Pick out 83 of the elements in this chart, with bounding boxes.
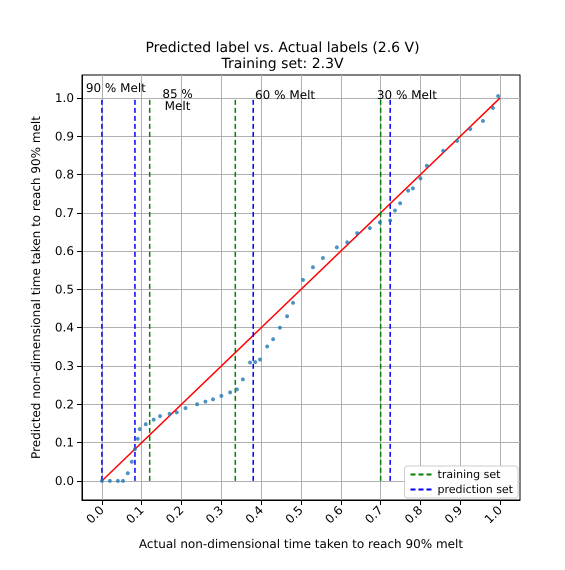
point: [265, 344, 270, 348]
point: [152, 418, 156, 422]
point: [248, 360, 252, 365]
x-tick-label: 0.7: [362, 503, 386, 526]
y-tick-label: 1.0: [54, 90, 74, 105]
point: [116, 478, 120, 483]
point: [158, 414, 162, 418]
point: [271, 337, 276, 342]
point: [388, 218, 392, 222]
point: [228, 390, 232, 394]
point: [108, 478, 112, 483]
point: [219, 394, 224, 398]
y-tick-label: 0.2: [54, 397, 74, 412]
point: [345, 240, 350, 244]
y-tick-label: 0.3: [54, 358, 74, 373]
chart-title: Predicted label vs. Actual labels (2.6 V): [145, 40, 420, 56]
point: [334, 245, 339, 250]
point: [392, 208, 397, 213]
point: [278, 326, 282, 330]
point: [320, 256, 325, 260]
point: [410, 186, 415, 190]
annotation: 30 % Melt: [376, 88, 438, 102]
point: [368, 226, 372, 230]
point: [480, 118, 485, 123]
point: [126, 471, 130, 476]
point: [310, 265, 315, 270]
x-tick-label: 0.9: [442, 503, 466, 526]
x-tick-label: 0.6: [322, 503, 346, 526]
legend-label: training set: [438, 468, 502, 481]
point: [253, 360, 258, 364]
point: [490, 106, 495, 110]
y-tick-label: 0.7: [54, 206, 74, 220]
point: [203, 400, 208, 404]
point: [300, 278, 305, 282]
x-tick-label: 0.5: [282, 503, 306, 526]
annotation: 60 % Melt: [255, 88, 316, 102]
point: [168, 412, 172, 416]
point: [130, 460, 134, 464]
point: [240, 377, 245, 382]
point: [195, 402, 200, 406]
y-tick-label: 0.9: [54, 129, 74, 144]
x-tick-label: 0.4: [242, 503, 266, 526]
point: [398, 201, 402, 206]
x-tick-label: 0.3: [202, 503, 226, 526]
point: [496, 94, 500, 98]
annotation: 85 % Melt: [162, 86, 193, 113]
legend-label: prediction set: [438, 483, 514, 496]
point: [184, 406, 188, 410]
x-tick-label: 0.1: [123, 503, 147, 526]
y-tick-label: 0.0: [54, 474, 74, 488]
point: [441, 148, 446, 153]
annotation: 90 % Melt: [86, 81, 146, 96]
x-tick-label: 0.0: [83, 503, 107, 526]
point: [424, 164, 429, 168]
y-tick-label: 0.5: [54, 282, 74, 296]
point: [258, 357, 262, 362]
x-tick-label: 1.0: [482, 503, 506, 526]
y-axis-title: Predicted non-dimensional time taken to reach 90% melt: [29, 116, 43, 459]
point: [121, 478, 126, 483]
point: [136, 436, 140, 441]
y-tick-label: 0.6: [54, 244, 74, 258]
point: [132, 447, 137, 452]
point: [174, 410, 179, 414]
point: [455, 138, 460, 143]
point: [234, 387, 239, 392]
point: [468, 126, 472, 131]
point: [144, 422, 148, 426]
point: [211, 397, 215, 402]
point: [355, 231, 360, 236]
point: [100, 478, 104, 483]
point: [285, 314, 290, 318]
point: [138, 427, 142, 432]
y-tick-label: 0.1: [54, 436, 74, 450]
y-tick-label: 0.8: [54, 168, 74, 182]
point: [378, 220, 382, 224]
point: [406, 188, 410, 193]
x-tick-label: 0.2: [163, 503, 186, 526]
x-axis-title: Actual non-dimensional time taken to reach 90% melt: [138, 537, 464, 551]
y-tick-label: 0.4: [54, 320, 74, 335]
x-tick-label: 0.8: [402, 503, 426, 526]
point: [291, 300, 296, 305]
chart-subtitle: Training set: 2.3V: [220, 56, 344, 72]
point: [418, 176, 422, 180]
